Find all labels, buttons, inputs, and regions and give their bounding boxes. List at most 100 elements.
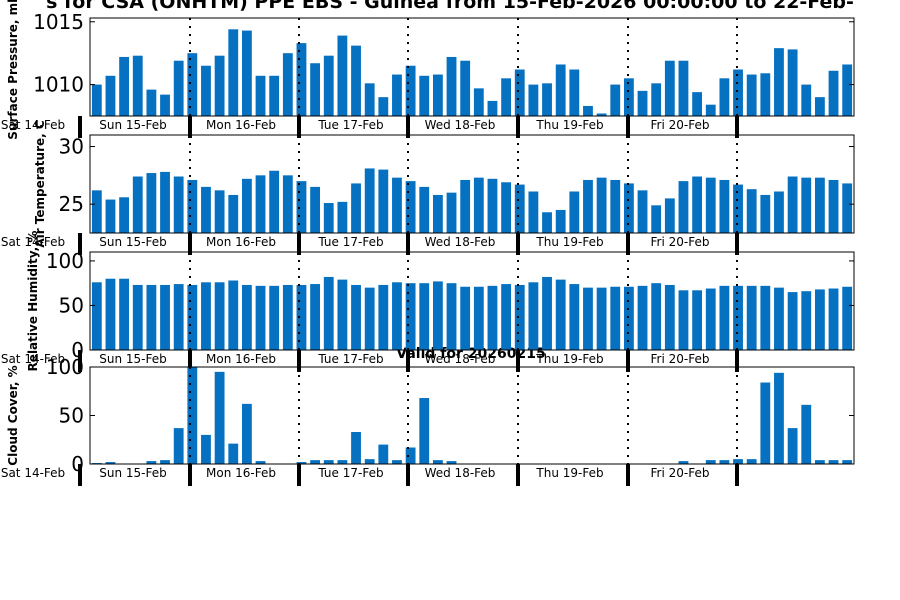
day-label: Tue 17-Feb: [317, 235, 383, 249]
bar-temperature-21: [378, 169, 389, 233]
bar-humidity-47: [733, 285, 743, 350]
bar-humidity-18: [337, 279, 348, 350]
bar-cloud-cover-43: [678, 461, 689, 464]
bar-pressure-7: [187, 53, 198, 116]
chart-title: s for CSA (ONHTM) PPE EBS - Guinea from …: [46, 0, 854, 13]
bar-temperature-35: [569, 191, 580, 233]
bar-cloud-cover-7: [187, 367, 198, 464]
bar-temperature-19: [351, 183, 361, 233]
bar-pressure-2: [119, 56, 130, 116]
bar-pressure-54: [828, 70, 839, 116]
bar-temperature-10: [228, 194, 239, 233]
ytick-label: 100: [46, 355, 84, 379]
bar-pressure-32: [528, 84, 539, 116]
bar-pressure-33: [542, 83, 552, 116]
bar-temperature-5: [160, 171, 170, 233]
bar-humidity-29: [487, 285, 498, 350]
bar-humidity-44: [692, 290, 703, 350]
bar-pressure-20: [364, 83, 375, 116]
bar-humidity-46: [719, 285, 730, 350]
bar-humidity-20: [364, 287, 375, 350]
plot-frame: [89, 251, 855, 351]
bar-pressure-50: [774, 48, 784, 116]
day-label: Wed 18-Feb: [425, 352, 496, 366]
bar-pressure-28: [473, 88, 484, 116]
bar-cloud-cover-22: [392, 460, 402, 464]
bar-temperature-46: [719, 179, 730, 233]
bar-cloud-cover-25: [432, 460, 443, 464]
day-label: Sat 14-Feb: [1, 352, 65, 366]
bar-humidity-35: [569, 284, 580, 350]
bar-pressure-10: [228, 29, 239, 117]
bar-pressure-25: [432, 74, 443, 116]
bar-humidity-17: [323, 276, 334, 350]
bar-temperature-3: [132, 176, 143, 233]
bar-pressure-37: [596, 113, 607, 116]
bar-temperature-6: [173, 176, 184, 233]
bar-temperature-42: [664, 198, 675, 233]
bar-pressure-31: [514, 69, 525, 116]
bar-temperature-37: [596, 177, 607, 233]
bar-humidity-0: [91, 282, 102, 350]
bar-temperature-30: [501, 182, 512, 233]
ytick-label: 30: [59, 135, 84, 159]
bar-humidity-23: [405, 283, 416, 350]
ytick-label: 100: [46, 249, 84, 273]
y-axis-label: Surface Pressure, mb: [6, 0, 20, 140]
bar-cloud-cover-54: [828, 460, 839, 464]
bar-cloud-cover-51: [787, 428, 798, 464]
bar-cloud-cover-8: [201, 434, 211, 464]
bar-pressure-11: [241, 30, 252, 117]
bar-cloud-cover-4: [146, 461, 157, 464]
ytick-label: 0: [71, 452, 84, 476]
bar-cloud-cover-49: [760, 382, 771, 464]
bar-humidity-36: [583, 287, 593, 350]
bar-humidity-6: [173, 284, 184, 350]
bar-pressure-16: [310, 63, 321, 116]
bar-humidity-21: [378, 284, 389, 350]
bar-cloud-cover-47: [733, 459, 743, 464]
bar-humidity-33: [542, 276, 552, 350]
bar-humidity-15: [296, 284, 307, 350]
bar-temperature-51: [787, 176, 798, 233]
bar-temperature-32: [528, 191, 539, 233]
bar-temperature-50: [774, 191, 784, 233]
bar-humidity-10: [228, 280, 239, 350]
day-label: Sun 15-Feb: [99, 235, 167, 249]
bar-temperature-44: [692, 176, 703, 233]
bar-humidity-14: [282, 284, 293, 350]
bar-humidity-3: [132, 284, 143, 350]
bar-pressure-4: [146, 89, 157, 116]
bar-temperature-4: [146, 173, 157, 233]
bar-temperature-47: [733, 184, 743, 233]
bar-humidity-11: [241, 284, 252, 350]
bar-pressure-24: [419, 75, 430, 116]
bar-temperature-2: [119, 197, 130, 233]
bar-humidity-4: [146, 284, 157, 350]
bar-pressure-41: [651, 83, 662, 116]
day-label: Fri 20-Feb: [651, 118, 710, 132]
plot-frame: [89, 134, 855, 234]
bar-humidity-31: [514, 284, 525, 350]
bar-temperature-28: [473, 177, 484, 233]
ytick-label: 1015: [33, 10, 84, 34]
bar-humidity-30: [501, 284, 512, 350]
bar-pressure-8: [201, 65, 211, 116]
day-label: Mon 16-Feb: [206, 466, 276, 480]
bar-pressure-23: [405, 65, 416, 116]
bar-pressure-52: [801, 84, 812, 116]
bar-temperature-13: [269, 170, 280, 233]
bar-temperature-33: [542, 212, 552, 233]
bar-humidity-53: [814, 289, 825, 350]
bar-humidity-54: [828, 288, 839, 350]
bar-humidity-7: [187, 284, 198, 350]
bar-pressure-38: [610, 84, 621, 116]
bar-temperature-43: [678, 181, 689, 233]
bar-pressure-1: [105, 75, 116, 116]
bar-pressure-0: [91, 84, 102, 116]
bar-humidity-37: [596, 287, 607, 350]
bar-humidity-8: [201, 282, 211, 350]
